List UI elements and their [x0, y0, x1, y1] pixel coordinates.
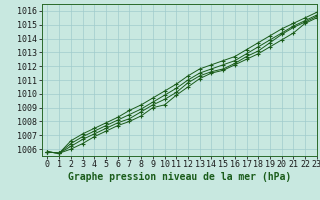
X-axis label: Graphe pression niveau de la mer (hPa): Graphe pression niveau de la mer (hPa) [68, 172, 291, 182]
